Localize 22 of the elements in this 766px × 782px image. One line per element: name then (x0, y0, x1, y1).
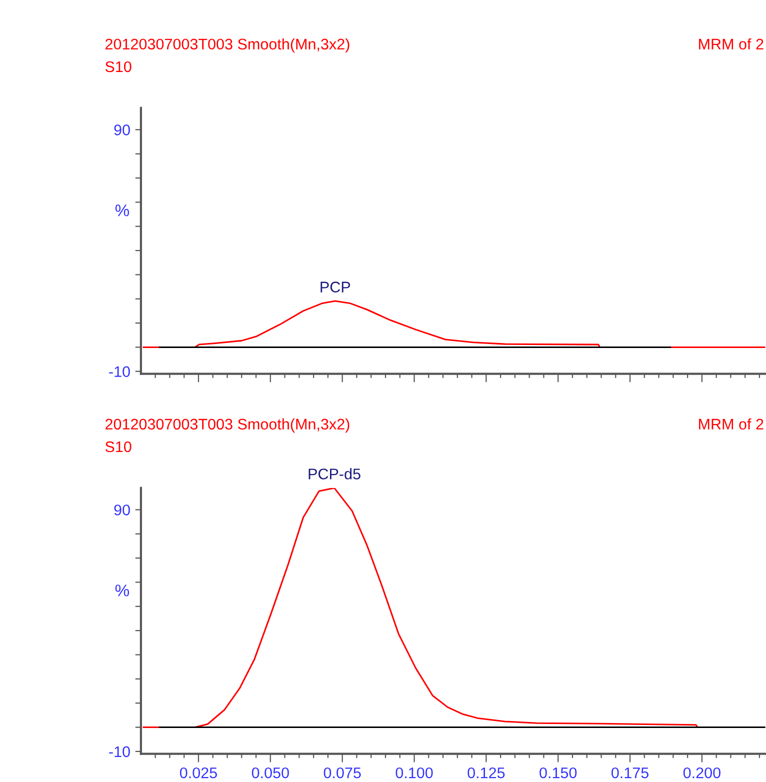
text: MRM of 2 (699, 418, 764, 430)
x-tick-label: 0.175 (612, 767, 648, 778)
chart-title: 20120307003T003 Smooth(Mn,3x2) (106, 418, 350, 433)
y-axis-title: % (115, 584, 130, 596)
x-tick-label: 0.025 (180, 767, 217, 778)
y-tick-label: -10 (109, 746, 130, 758)
x-tick-label: 0.050 (252, 767, 289, 778)
annotation: PCP-d5 (308, 468, 360, 480)
y-tick-label: 90 (114, 504, 130, 516)
x-tick-label: 0.075 (324, 767, 361, 778)
y-axis-title: % (115, 204, 130, 216)
chart-subtitle: S10 (105, 61, 132, 72)
annotation: PCP (320, 282, 350, 292)
text: MRM of 2 (699, 38, 764, 50)
y-tick-label: 90 (114, 124, 130, 136)
chart-title: 20120307003T003 Smooth(Mn,3x2) (106, 38, 350, 53)
y-tick-label: -10 (109, 366, 130, 378)
x-tick-label: 0.200 (683, 767, 720, 778)
x-tick-label: 0.100 (396, 767, 433, 778)
chart-subtitle: S10 (105, 441, 132, 452)
x-tick-label: 0.125 (468, 767, 505, 778)
x-tick-label: 0.150 (540, 767, 577, 778)
